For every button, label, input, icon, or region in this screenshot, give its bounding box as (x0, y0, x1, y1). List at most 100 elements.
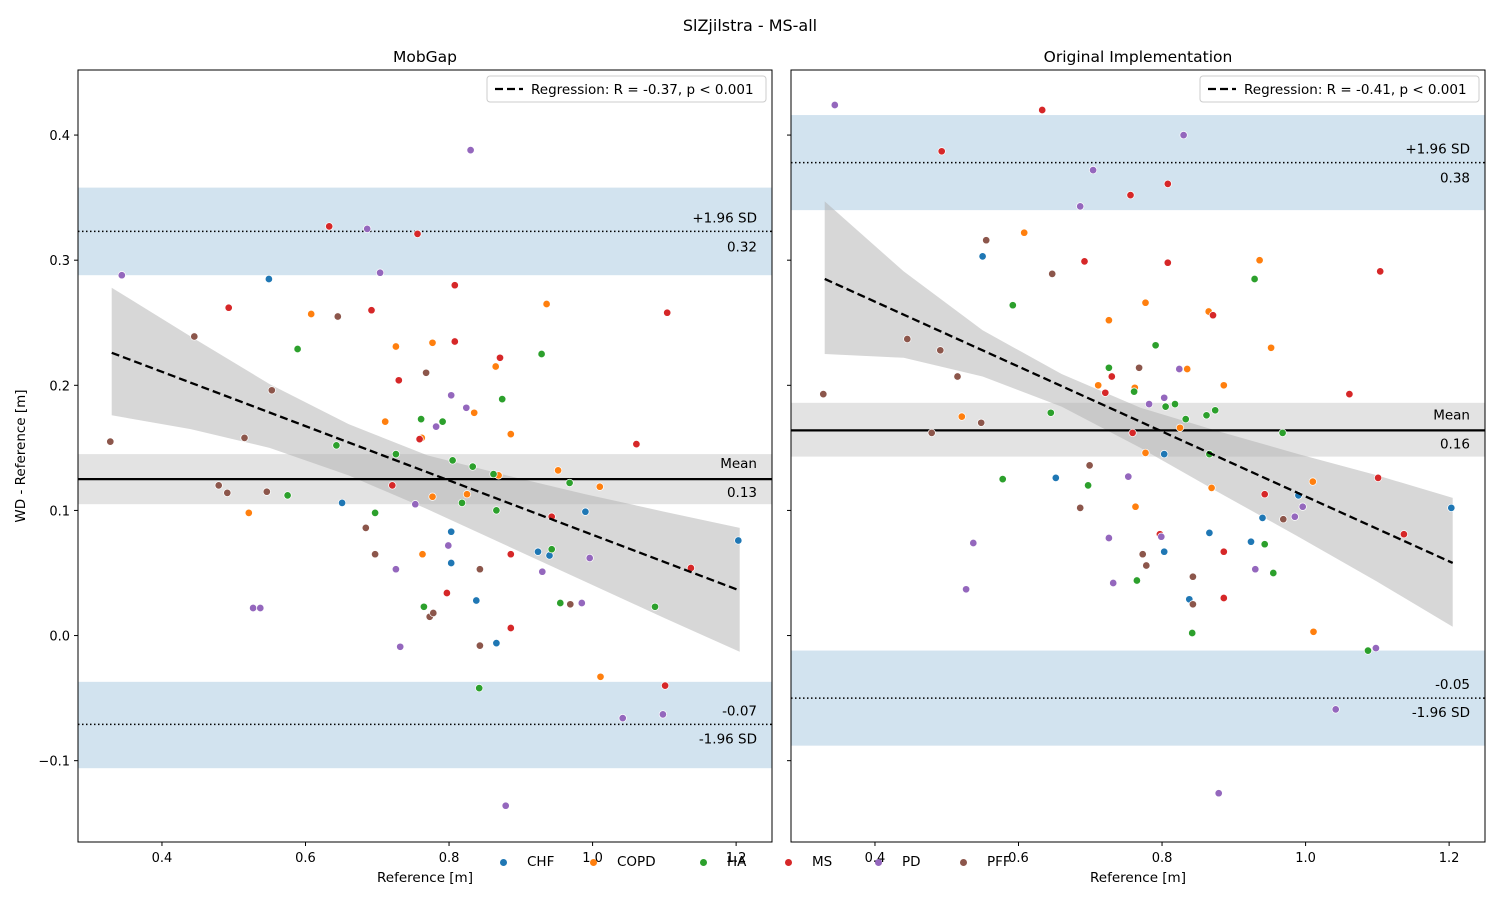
mean-value: 0.16 (1440, 436, 1470, 452)
x-tick-label: 1.2 (1439, 851, 1460, 866)
data-point-ha (1130, 387, 1139, 396)
group-legend: CHF COPD HA MS PD PFF (490, 854, 1050, 876)
y-tick-label: 0.1 (49, 504, 70, 519)
data-point-pd (1290, 512, 1299, 521)
data-point-ha (1269, 568, 1278, 578)
data-point-pd (1298, 502, 1307, 511)
y-tick-label: 0.2 (49, 379, 70, 394)
data-point-ha (1181, 415, 1190, 424)
data-point-pff (475, 641, 484, 650)
data-point-pd (501, 801, 510, 810)
regression-legend-label: Regression: R = -0.37, p < 0.001 (531, 82, 754, 98)
data-point-ha (1211, 406, 1220, 415)
x-tick-label: 1.2 (726, 851, 747, 866)
data-point-ms (632, 440, 641, 449)
legend-label: PD (902, 854, 921, 870)
data-point-pd (585, 553, 594, 563)
data-point-pff (262, 487, 271, 496)
data-point-pd (376, 268, 385, 277)
data-point-pd (396, 642, 405, 651)
y-axis-label: WD - Reference [m] (13, 389, 29, 522)
x-tick-label: 1.0 (1295, 851, 1316, 866)
y-tick-label: 0.3 (49, 254, 70, 269)
data-point-copd (1255, 256, 1264, 265)
legend-label: PFF (987, 854, 1011, 870)
data-point-pff (566, 600, 575, 609)
legend-label: CHF (527, 854, 555, 870)
data-point-pd (1089, 166, 1098, 175)
panel-title: Original Implementation (1044, 48, 1233, 66)
data-point-pff (422, 368, 431, 377)
data-point-ms (413, 229, 422, 238)
legend-item-chf: CHF (500, 854, 554, 870)
data-point-ha (293, 344, 302, 354)
data-point-ha (498, 395, 507, 404)
data-point-copd (381, 417, 390, 426)
data-point-copd (418, 550, 427, 559)
data-point-pd (1076, 202, 1085, 211)
data-point-pff (982, 236, 991, 245)
data-point-ha (547, 545, 556, 554)
legend-label: HA (727, 854, 747, 870)
upper-loa-band (78, 187, 772, 276)
mean-value: 0.13 (727, 485, 757, 501)
data-point-pd (411, 500, 420, 509)
data-point-ms (1399, 530, 1408, 539)
data-point-ms (1107, 372, 1116, 381)
legend-label: MS (812, 854, 833, 870)
data-point-copd (554, 466, 563, 475)
data-point-ha (489, 470, 498, 479)
x-tick-label: 0.4 (152, 851, 173, 866)
data-point-ms (1219, 547, 1228, 556)
regression-legend-box (486, 75, 767, 103)
data-point-copd (1141, 298, 1150, 307)
lower-loa-value: -0.07 (722, 703, 757, 719)
data-point-ms (1260, 490, 1269, 499)
data-point-ha (1260, 540, 1269, 549)
legend-label: COPD (617, 854, 656, 870)
lower-loa-label: -1.96 SD (1412, 705, 1470, 721)
data-point-pff (953, 372, 962, 381)
data-point-copd (1183, 364, 1192, 374)
data-point-ha (457, 498, 467, 507)
data-point-chf (472, 596, 481, 605)
legend-item-ha: HA (700, 854, 746, 870)
data-point-ms (442, 588, 451, 598)
data-point-copd (506, 430, 515, 439)
data-point-ms (415, 435, 424, 444)
x-tick-label: 0.8 (439, 851, 460, 866)
data-point-pd (538, 567, 547, 576)
data-point-ms (1219, 593, 1228, 603)
data-point-ha (1104, 363, 1113, 372)
data-point-ha (1132, 576, 1141, 585)
legend-item-pd: PD (875, 854, 921, 870)
data-point-copd (1207, 483, 1216, 492)
data-point-copd (595, 482, 604, 491)
data-point-copd (307, 309, 316, 319)
x-tick-label: 0.6 (295, 851, 316, 866)
data-point-pff (1138, 550, 1147, 559)
y-tick-label: 0.4 (49, 129, 70, 144)
data-point-pff (1188, 572, 1197, 581)
data-point-ms (663, 308, 672, 317)
data-point-pff (927, 428, 936, 437)
data-point-pd (249, 603, 258, 613)
data-point-pff (819, 390, 828, 399)
data-point-ms (495, 353, 505, 362)
data-point-copd (1141, 448, 1150, 457)
data-point-chf (581, 507, 590, 516)
data-point-copd (491, 362, 500, 371)
data-point-ms (1126, 191, 1135, 200)
data-point-pd (444, 541, 453, 550)
lower-loa-band (78, 681, 772, 769)
data-point-pff (977, 418, 986, 427)
data-point-ha (1188, 628, 1197, 638)
data-point-pff (1279, 515, 1288, 524)
regression-line (111, 351, 741, 592)
data-point-copd (1020, 228, 1029, 237)
data-point-copd (1219, 381, 1228, 390)
data-point-ha (1250, 274, 1259, 284)
data-point-pd (618, 714, 627, 723)
data-point-ms (394, 376, 403, 385)
data-point-ha (391, 450, 400, 459)
